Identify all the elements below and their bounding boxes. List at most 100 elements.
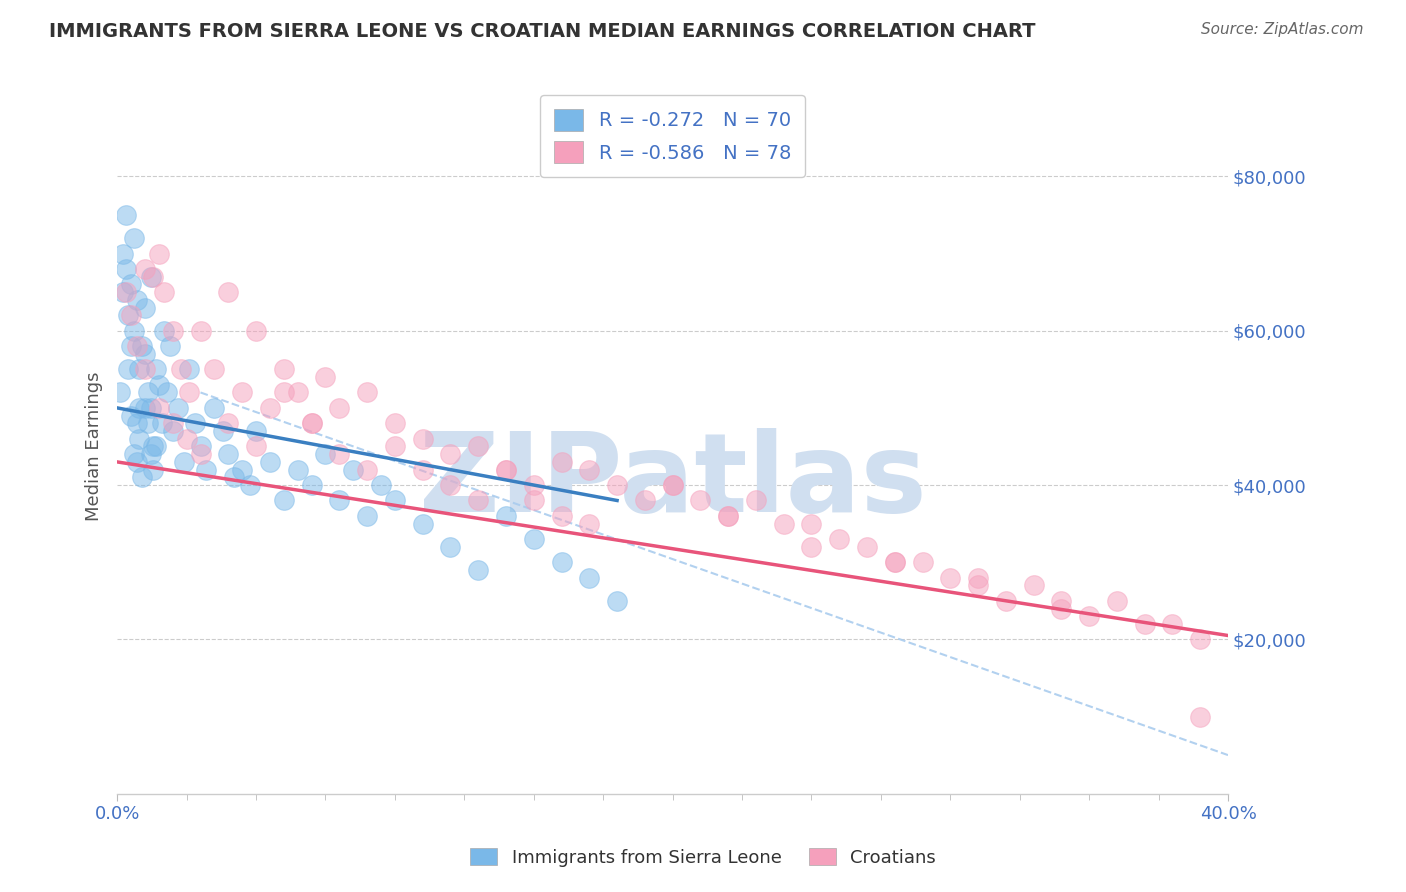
- Point: [179, 385, 201, 400]
- Point: [800, 516, 823, 531]
- Point: [911, 555, 934, 569]
- Point: [259, 455, 281, 469]
- Point: [145, 362, 167, 376]
- Point: [800, 540, 823, 554]
- Point: [148, 377, 170, 392]
- Point: [495, 462, 517, 476]
- Point: [439, 478, 461, 492]
- Point: [745, 493, 768, 508]
- Point: [717, 508, 740, 523]
- Point: [772, 516, 794, 531]
- Point: [162, 424, 184, 438]
- Point: [550, 508, 572, 523]
- Point: [1189, 709, 1212, 723]
- Point: [550, 455, 572, 469]
- Point: [125, 293, 148, 307]
- Point: [467, 493, 489, 508]
- Point: [231, 462, 253, 476]
- Point: [1078, 609, 1101, 624]
- Point: [139, 401, 162, 415]
- Point: [153, 285, 176, 300]
- Point: [1050, 601, 1073, 615]
- Point: [606, 478, 628, 492]
- Point: [128, 401, 150, 415]
- Point: [120, 277, 142, 292]
- Point: [1133, 616, 1156, 631]
- Point: [245, 424, 267, 438]
- Point: [134, 401, 156, 415]
- Point: [156, 385, 179, 400]
- Point: [939, 571, 962, 585]
- Point: [523, 532, 546, 546]
- Point: [222, 470, 245, 484]
- Point: [120, 339, 142, 353]
- Point: [217, 447, 239, 461]
- Point: [139, 269, 162, 284]
- Point: [1105, 594, 1128, 608]
- Point: [176, 432, 198, 446]
- Point: [1050, 594, 1073, 608]
- Point: [467, 563, 489, 577]
- Point: [190, 440, 212, 454]
- Y-axis label: Median Earnings: Median Earnings: [86, 372, 103, 521]
- Point: [883, 555, 905, 569]
- Text: IMMIGRANTS FROM SIERRA LEONE VS CROATIAN MEDIAN EARNINGS CORRELATION CHART: IMMIGRANTS FROM SIERRA LEONE VS CROATIAN…: [49, 22, 1036, 41]
- Point: [301, 417, 323, 431]
- Point: [967, 571, 990, 585]
- Text: ZIPatlas: ZIPatlas: [419, 427, 927, 534]
- Point: [689, 493, 711, 508]
- Point: [202, 362, 225, 376]
- Point: [125, 339, 148, 353]
- Point: [117, 309, 139, 323]
- Point: [190, 324, 212, 338]
- Point: [120, 409, 142, 423]
- Point: [128, 432, 150, 446]
- Point: [145, 440, 167, 454]
- Point: [1161, 616, 1184, 631]
- Point: [134, 362, 156, 376]
- Point: [301, 417, 323, 431]
- Point: [301, 478, 323, 492]
- Point: [356, 385, 378, 400]
- Point: [550, 555, 572, 569]
- Point: [273, 385, 295, 400]
- Point: [384, 440, 406, 454]
- Point: [111, 246, 134, 260]
- Point: [179, 362, 201, 376]
- Point: [162, 324, 184, 338]
- Text: Source: ZipAtlas.com: Source: ZipAtlas.com: [1201, 22, 1364, 37]
- Point: [136, 417, 159, 431]
- Point: [412, 462, 434, 476]
- Point: [108, 385, 131, 400]
- Point: [211, 424, 233, 438]
- Point: [439, 540, 461, 554]
- Point: [273, 362, 295, 376]
- Point: [370, 478, 392, 492]
- Point: [495, 508, 517, 523]
- Point: [856, 540, 879, 554]
- Point: [384, 417, 406, 431]
- Point: [314, 447, 336, 461]
- Point: [131, 339, 153, 353]
- Point: [717, 508, 740, 523]
- Point: [190, 447, 212, 461]
- Point: [122, 231, 145, 245]
- Point: [142, 462, 165, 476]
- Point: [239, 478, 262, 492]
- Point: [184, 417, 207, 431]
- Point: [148, 401, 170, 415]
- Point: [167, 401, 190, 415]
- Point: [162, 417, 184, 431]
- Point: [128, 362, 150, 376]
- Point: [439, 447, 461, 461]
- Point: [134, 262, 156, 277]
- Point: [314, 370, 336, 384]
- Point: [578, 516, 600, 531]
- Point: [828, 532, 851, 546]
- Point: [122, 324, 145, 338]
- Point: [523, 493, 546, 508]
- Point: [606, 594, 628, 608]
- Point: [170, 362, 193, 376]
- Point: [994, 594, 1017, 608]
- Point: [217, 417, 239, 431]
